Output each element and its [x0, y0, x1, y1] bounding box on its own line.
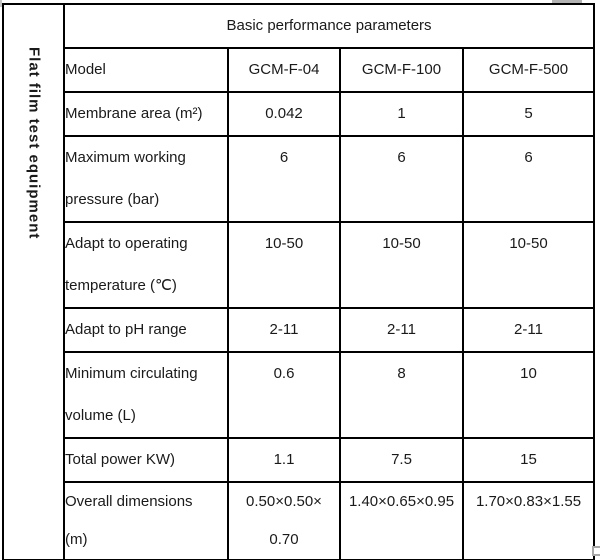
spec-table: Flat film test equipment Basic performan…: [2, 3, 596, 560]
table-row: Maximum working pressure (bar) 6 6 6: [3, 135, 596, 223]
row-label: Total power KW): [63, 437, 229, 483]
table-cell: 8: [339, 351, 464, 439]
table-cell: 2-11: [461, 307, 596, 353]
table-cell: 5: [461, 91, 596, 137]
row-label: Adapt to pH range: [63, 307, 229, 353]
table-row: Minimum circulating volume (L) 0.6 8 10: [3, 351, 596, 439]
table-cell: 10-50: [461, 221, 596, 309]
table-cell: 6: [227, 135, 341, 223]
table-cell: 1.70×0.83×1.55: [461, 481, 596, 560]
table-row: Adapt to operating temperature (℃) 10-50…: [3, 221, 596, 309]
table-row: Flat film test equipment Basic performan…: [2, 3, 596, 560]
table-row: Adapt to pH range 2-11 2-11 2-11: [3, 307, 596, 353]
corner-tick-artifact: [0, 0, 2, 7]
table-row: Model GCM-F-04 GCM-F-100 GCM-F-500: [3, 47, 596, 93]
row-label: Maximum working pressure (bar): [63, 135, 229, 223]
gray-line-artifact: [552, 0, 582, 3]
table-cell: 10-50: [339, 221, 464, 309]
table-row: Total power KW) 1.1 7.5 15: [3, 437, 596, 483]
table-cell: 10-50: [227, 221, 341, 309]
row-label: Adapt to operating temperature (℃): [63, 221, 229, 309]
side-label: Flat film test equipment: [25, 47, 43, 240]
table-cell: 2-11: [227, 307, 341, 353]
table-cell: 15: [461, 437, 596, 483]
table-title-cell: Basic performance parameters: [62, 3, 596, 49]
table-resize-handle[interactable]: [592, 546, 600, 556]
table-cell: 2-11: [339, 307, 464, 353]
row-label: Overall dimensions (m): [63, 481, 229, 560]
column-header-gcm-f-500: GCM-F-500: [461, 47, 596, 93]
row-label: Membrane area (m²): [63, 91, 229, 137]
column-header-gcm-f-04: GCM-F-04: [227, 47, 341, 93]
table-cell: 6: [461, 135, 596, 223]
table-cell: 1.40×0.65×0.95: [339, 481, 464, 560]
table-cell: 0.042: [227, 91, 341, 137]
row-label: Model: [63, 47, 229, 93]
table-cell: 1: [339, 91, 464, 137]
table-row: Overall dimensions (m) 0.50×0.50× 0.70 1…: [3, 481, 596, 560]
side-label-cell: Flat film test equipment: [2, 3, 65, 560]
row-label: Minimum circulating volume (L): [63, 351, 229, 439]
table-cell: 10: [461, 351, 596, 439]
table-row: Membrane area (m²) 0.042 1 5: [3, 91, 596, 137]
table-cell: 1.1: [227, 437, 341, 483]
column-header-gcm-f-100: GCM-F-100: [339, 47, 464, 93]
table-cell: 0.6: [227, 351, 341, 439]
table-cell: 6: [339, 135, 464, 223]
table-cell: 0.50×0.50× 0.70: [227, 481, 341, 560]
table-cell: 7.5: [339, 437, 464, 483]
